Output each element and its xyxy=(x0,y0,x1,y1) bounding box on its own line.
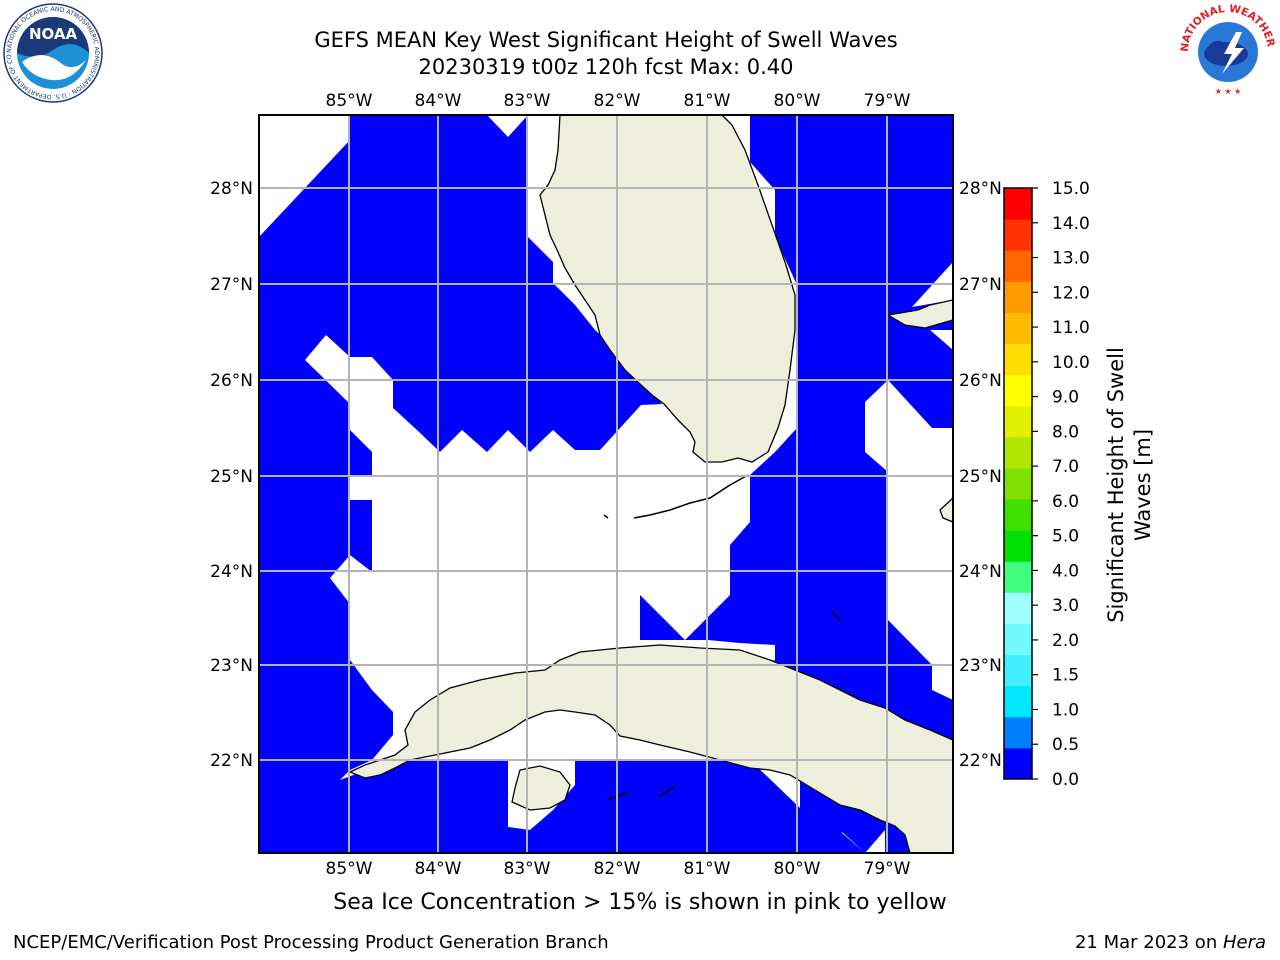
colorbar-swatch xyxy=(1004,343,1032,376)
lon-label-top-79w: 79°W xyxy=(864,91,911,111)
chart-title: GEFS MEAN Key West Significant Height of… xyxy=(314,28,898,52)
colorbar-tick-label: 1.0 xyxy=(1052,700,1079,720)
lat-label-right-28n: 28°N xyxy=(959,179,1002,199)
svg-text:★ ★ ★: ★ ★ ★ xyxy=(1215,87,1242,96)
lon-label-bottom-82w: 82°W xyxy=(594,859,641,879)
lon-label-top-85w: 85°W xyxy=(326,91,373,111)
colorbar-swatch xyxy=(1004,405,1032,438)
sea-ice-note: Sea Ice Concentration > 15% is shown in … xyxy=(333,890,947,915)
colorbar-tick-label: 8.0 xyxy=(1052,422,1079,442)
colorbar-swatch xyxy=(1004,716,1032,749)
lat-label-right-22n: 22°N xyxy=(959,751,1002,771)
colorbar-swatch xyxy=(1004,592,1032,624)
colorbar-swatch xyxy=(1004,747,1032,780)
colorbar-tick-label: 14.0 xyxy=(1052,214,1090,234)
lon-labels-bottom: 85°W 84°W 83°W 82°W 81°W 80°W 79°W xyxy=(326,859,911,879)
colorbar-swatch xyxy=(1004,219,1032,251)
colorbar-swatch xyxy=(1004,312,1032,345)
colorbar-swatch xyxy=(1004,436,1032,469)
lon-label-bottom-81w: 81°W xyxy=(684,859,731,879)
lat-label-left-24n: 24°N xyxy=(210,562,253,582)
footer-credit: NCEP/EMC/Verification Post Processing Pr… xyxy=(13,932,609,953)
lat-label-left-25n: 25°N xyxy=(210,467,253,487)
colorbar-swatch xyxy=(1004,654,1032,687)
lat-labels-right: 28°N 27°N 26°N 25°N 24°N 23°N 22°N xyxy=(959,179,1002,771)
lon-labels-top: 85°W 84°W 83°W 82°W 81°W 80°W 79°W xyxy=(326,91,911,111)
footer-date-text: 21 Mar 2023 on xyxy=(1074,932,1223,953)
lat-label-left-23n: 23°N xyxy=(210,656,253,676)
footer-host: Hera xyxy=(1222,932,1266,953)
colorbar-tick-label: 11.0 xyxy=(1052,318,1090,338)
colorbar-tick-label: 5.0 xyxy=(1052,527,1079,547)
noaa-logo-text: NOAA xyxy=(29,25,78,43)
lon-label-bottom-80w: 80°W xyxy=(774,859,821,879)
colorbar-tick-label: 9.0 xyxy=(1052,388,1079,408)
marquesas-key xyxy=(603,514,609,519)
lon-label-bottom-79w: 79°W xyxy=(864,859,911,879)
lat-label-right-24n: 24°N xyxy=(959,562,1002,582)
colorbar-tick-label: 3.0 xyxy=(1052,596,1079,616)
colorbar-frame xyxy=(1003,187,1033,780)
colorbar-tick-label: 6.0 xyxy=(1052,492,1079,512)
colorbar-tick-label: 10.0 xyxy=(1052,353,1090,373)
noaa-logo: NATIONAL OCEANIC AND ATMOSPHERIC ADMINIS… xyxy=(2,2,103,103)
map-frame xyxy=(258,114,954,854)
lat-label-right-27n: 27°N xyxy=(959,275,1002,295)
swell-region-west xyxy=(259,115,865,853)
lon-label-top-80w: 80°W xyxy=(774,91,821,111)
lat-labels-left: 28°N 27°N 26°N 25°N 24°N 23°N 22°N xyxy=(210,179,253,771)
colorbar-swatch xyxy=(1004,561,1032,593)
footer-date: 21 Mar 2023 on Hera xyxy=(1075,932,1266,953)
lat-label-right-25n: 25°N xyxy=(959,467,1002,487)
colorbar-tick-label: 0.5 xyxy=(1052,735,1079,755)
lat-label-left-27n: 27°N xyxy=(210,275,253,295)
lat-label-right-26n: 26°N xyxy=(959,371,1002,391)
lon-label-bottom-84w: 84°W xyxy=(415,859,462,879)
lon-label-top-84w: 84°W xyxy=(415,91,462,111)
colorbar-label-line2: Waves [m] xyxy=(1131,429,1155,541)
colorbar-swatch xyxy=(1004,374,1032,407)
lon-label-bottom-83w: 83°W xyxy=(504,859,551,879)
colorbar-tick-label: 0.0 xyxy=(1052,770,1079,790)
colorbar-tick-label: 15.0 xyxy=(1052,179,1090,199)
colorbar-tick-label: 4.0 xyxy=(1052,561,1079,581)
lat-label-left-26n: 26°N xyxy=(210,371,253,391)
lon-label-bottom-85w: 85°W xyxy=(326,859,373,879)
chart-subtitle: 20230319 t00z 120h fcst Max: 0.40 xyxy=(418,55,794,79)
colorbar-swatch xyxy=(1004,467,1032,500)
nws-logo: NATIONAL WEATHER SERVICE ★ ★ ★ xyxy=(1178,2,1277,100)
lat-label-left-22n: 22°N xyxy=(210,751,253,771)
colorbar-swatch xyxy=(1004,499,1032,531)
colorbar-swatch xyxy=(1004,530,1032,562)
colorbar-swatch xyxy=(1004,685,1032,718)
graticule xyxy=(259,115,953,853)
florida-keys xyxy=(633,474,749,519)
colorbar-swatch xyxy=(1004,623,1032,656)
lat-label-right-23n: 23°N xyxy=(959,656,1002,676)
lon-label-top-83w: 83°W xyxy=(504,91,551,111)
colorbar-label-line1: Significant Height of Swell xyxy=(1104,347,1128,623)
lon-label-top-82w: 82°W xyxy=(594,91,641,111)
colorbar: 0.0 0.5 1.0 1.5 2.0 3.0 4.0 5.0 6.0 7.0 8.0 9.0 10.0… xyxy=(1003,179,1090,790)
bahamas-land xyxy=(886,299,953,329)
florida-land xyxy=(539,115,796,463)
colorbar-tick-label: 13.0 xyxy=(1052,249,1090,269)
colorbar-tick-label: 2.0 xyxy=(1052,631,1079,651)
cays xyxy=(606,611,841,801)
cuba-land xyxy=(348,644,953,853)
andros-land xyxy=(939,497,953,523)
colorbar-swatch xyxy=(1004,281,1032,313)
colorbar-tick-label: 7.0 xyxy=(1052,457,1079,477)
lat-label-left-28n: 28°N xyxy=(210,179,253,199)
colorbar-tick-label: 12.0 xyxy=(1052,283,1090,303)
colorbar-swatch xyxy=(1004,250,1032,282)
lon-label-top-81w: 81°W xyxy=(684,91,731,111)
colorbar-swatch xyxy=(1004,188,1032,220)
colorbar-tick-label: 1.5 xyxy=(1052,666,1079,686)
